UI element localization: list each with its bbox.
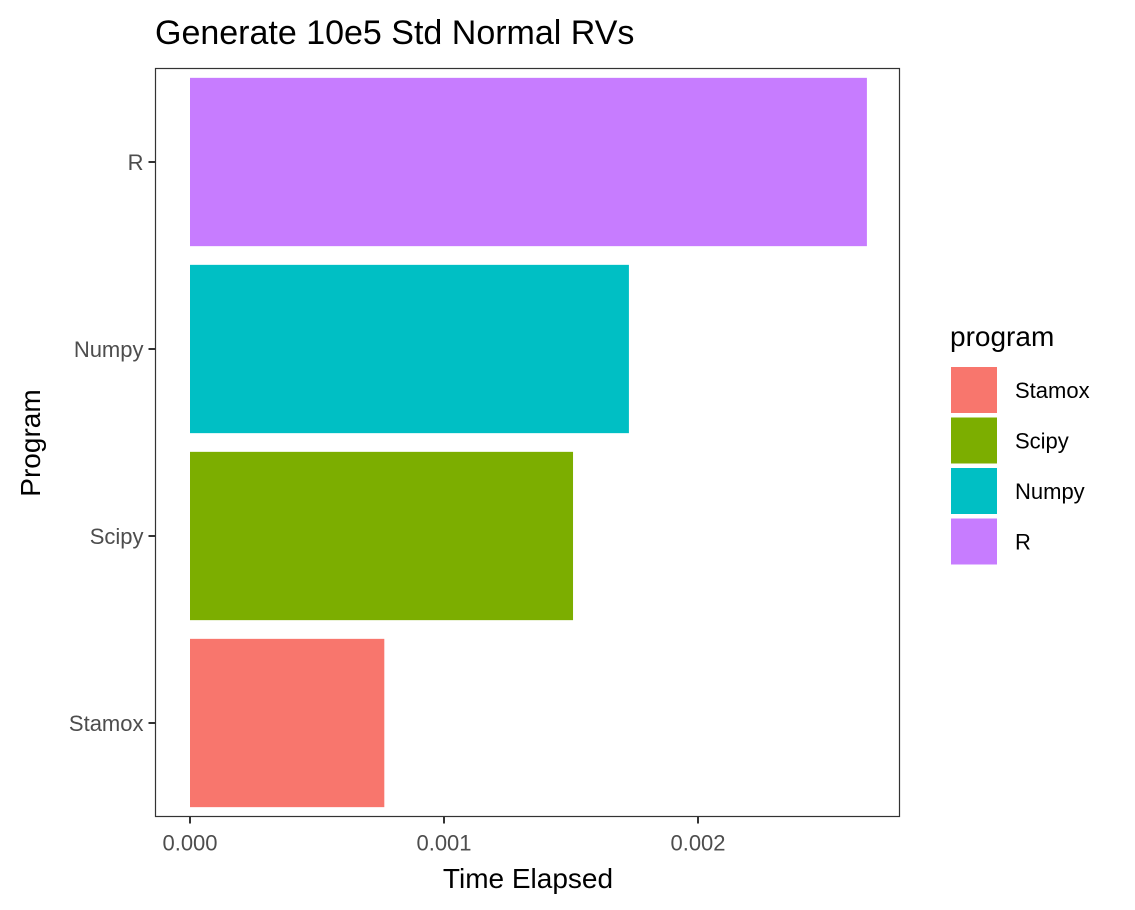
legend-title: program: [950, 321, 1054, 352]
y-axis: Stamox Scipy Numpy R: [69, 150, 156, 736]
y-tick-label-r: R: [128, 150, 144, 175]
bar-numpy: [190, 264, 629, 434]
y-tick-label-numpy: Numpy: [74, 337, 144, 362]
legend-label-r: R: [1015, 530, 1031, 555]
x-axis-title: Time Elapsed: [443, 863, 613, 894]
legend-label-stamox: Stamox: [1015, 378, 1090, 403]
y-tick-label-stamox: Stamox: [69, 711, 144, 736]
y-axis-title: Program: [15, 389, 46, 496]
legend-swatch-numpy: [951, 468, 997, 514]
bars-layer: [190, 77, 867, 808]
x-tick-label-2: 0.002: [670, 831, 725, 856]
legend-swatch-r: [951, 518, 997, 565]
x-axis: 0.000 0.001 0.002: [162, 816, 726, 856]
bar-stamox: [190, 638, 385, 808]
legend: program Stamox Scipy Numpy R: [950, 321, 1090, 565]
chart-title: Generate 10e5 Std Normal RVs: [155, 14, 634, 52]
x-tick-label-1: 0.001: [416, 831, 471, 856]
x-tick-label-0: 0.000: [162, 831, 217, 856]
legend-swatch-stamox: [951, 367, 997, 413]
legend-label-scipy: Scipy: [1015, 429, 1069, 454]
y-tick-label-scipy: Scipy: [90, 524, 144, 549]
legend-swatch-scipy: [951, 417, 997, 464]
legend-label-numpy: Numpy: [1015, 479, 1085, 504]
bar-r: [190, 77, 867, 247]
bar-scipy: [190, 451, 574, 621]
